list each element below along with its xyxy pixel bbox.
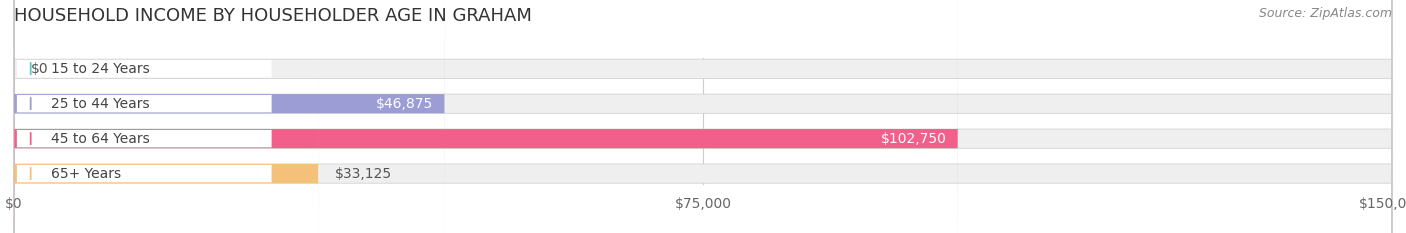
FancyBboxPatch shape bbox=[14, 0, 1392, 233]
FancyBboxPatch shape bbox=[17, 0, 271, 233]
FancyBboxPatch shape bbox=[17, 0, 271, 233]
Text: 45 to 64 Years: 45 to 64 Years bbox=[51, 132, 150, 146]
FancyBboxPatch shape bbox=[14, 0, 1392, 233]
FancyBboxPatch shape bbox=[17, 0, 271, 233]
Text: $46,875: $46,875 bbox=[377, 97, 433, 111]
Text: Source: ZipAtlas.com: Source: ZipAtlas.com bbox=[1258, 7, 1392, 20]
Text: $0: $0 bbox=[31, 62, 48, 76]
Text: 25 to 44 Years: 25 to 44 Years bbox=[51, 97, 150, 111]
FancyBboxPatch shape bbox=[14, 0, 444, 233]
FancyBboxPatch shape bbox=[14, 0, 1392, 233]
Text: 15 to 24 Years: 15 to 24 Years bbox=[51, 62, 150, 76]
FancyBboxPatch shape bbox=[14, 0, 957, 233]
FancyBboxPatch shape bbox=[14, 0, 1392, 233]
Text: $102,750: $102,750 bbox=[882, 132, 946, 146]
FancyBboxPatch shape bbox=[17, 0, 271, 233]
Text: 65+ Years: 65+ Years bbox=[51, 167, 121, 181]
FancyBboxPatch shape bbox=[14, 0, 318, 233]
Text: $33,125: $33,125 bbox=[335, 167, 392, 181]
Text: HOUSEHOLD INCOME BY HOUSEHOLDER AGE IN GRAHAM: HOUSEHOLD INCOME BY HOUSEHOLDER AGE IN G… bbox=[14, 7, 531, 25]
